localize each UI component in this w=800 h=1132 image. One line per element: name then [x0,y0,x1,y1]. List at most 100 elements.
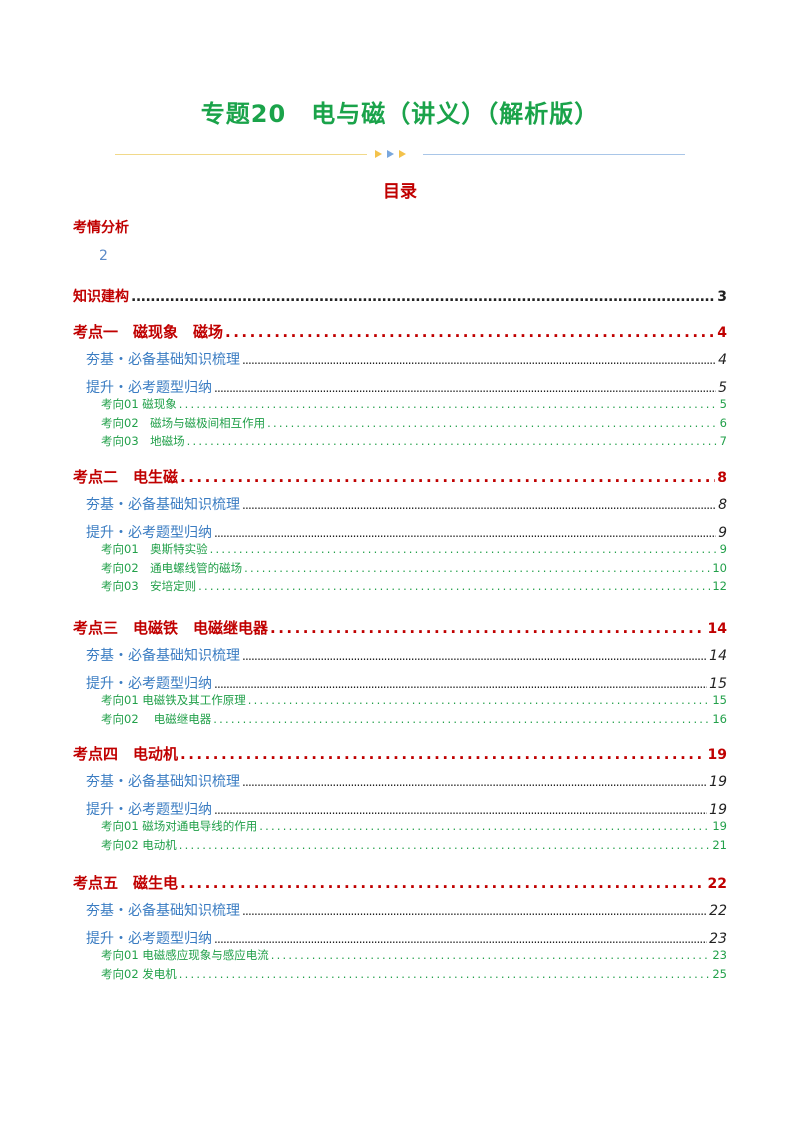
toc-section-3[interactable]: 考点三 电磁铁 电磁继电器 14 [73,617,727,639]
toc-entry-label: 提升・必考题型归纳 [86,931,212,947]
toc-entry-page: 10 [712,560,727,575]
toc-entry-label: 提升・必考题型归纳 [86,380,212,396]
toc-entry-item[interactable]: 考向02 通电螺线管的磁场 10 [101,560,727,577]
toc-entry-label: 考向01 奥斯特实验 [101,542,208,556]
dot-leader [244,561,710,575]
toc-entry-page: 21 [712,837,727,852]
toc-entry-item[interactable]: 考向02 电动机 21 [101,837,727,854]
toc-entry-label: 考点五 磁生电 [73,874,179,892]
toc-entry-page: 14 [709,648,727,664]
toc-entry-page: 9 [719,542,727,556]
toc-entry-item[interactable]: 考向01 奥斯特实验 9 [101,541,727,558]
dot-leader [213,712,710,726]
dot-leader [248,693,711,707]
toc-entry-label: 考向02 磁场与磁极间相互作用 [101,415,266,430]
toc-entry-page: 19 [707,747,727,763]
dot-leader [242,498,716,512]
toc-entry-label: 夯基・必备基础知识梳理 [86,774,240,790]
toc-entry-page: 19 [712,819,727,833]
toc-entry-label: 考点二 电生磁 [73,468,179,486]
toc-entry-label: 考向02 电磁继电器 [101,711,212,726]
toc-entry-item[interactable]: 考向01 磁现象 5 [101,396,727,413]
toc-entry-item[interactable]: 考向02 电磁继电器 16 [101,711,727,728]
toc-entry-label: 考点四 电动机 [73,745,179,763]
toc-entry-label: 考点三 电磁铁 电磁继电器 [73,619,269,637]
toc-entry-label: 考向02 电动机 [101,837,177,852]
toc-entry-label: 夯基・必备基础知识梳理 [86,648,240,664]
toc-entry-improve[interactable]: 提升・必考题型归纳 15 [86,673,727,693]
toc-entry-item[interactable]: 考向02 磁场与磁极间相互作用 6 [101,415,727,432]
toc-entry-improve[interactable]: 提升・必考题型归纳 19 [86,799,727,819]
dot-leader [180,874,706,892]
toc-entry-basics[interactable]: 夯基・必备基础知识梳理 4 [86,349,727,369]
toc-entry-page: 25 [712,966,727,981]
dot-leader [214,526,716,540]
dot-leader [259,819,710,833]
toc-entry-analysis[interactable]: 考情分析 [73,220,129,236]
toc-entry-label: 考向02 通电螺线管的磁场 [101,560,243,575]
dot-leader [225,323,715,341]
toc-entry-label: 考向01 磁现象 [101,397,177,411]
toc-entry-item[interactable]: 考向01 磁场对通电导线的作用 19 [101,818,727,835]
toc-entry-basics[interactable]: 夯基・必备基础知识梳理 19 [86,771,727,791]
toc-entry-page: 4 [717,325,727,341]
toc-entry-label: 知识建构 [73,289,129,305]
dot-leader [214,381,716,395]
toc-entry-label: 考向01 磁场对通电导线的作用 [101,819,258,833]
toc-entry-item[interactable]: 考向01 电磁铁及其工作原理 15 [101,692,727,709]
toc-entry-item[interactable]: 考向01 电磁感应现象与感应电流 23 [101,947,727,964]
toc-entry-page: 3 [717,289,727,305]
toc-entry-page: 6 [719,415,727,430]
toc-entry-knowledge[interactable]: 知识建构 3 [73,286,727,306]
toc-section-5[interactable]: 考点五 磁生电 22 [73,872,727,894]
toc-entry-item[interactable]: 考向02 发电机 25 [101,966,727,983]
dot-leader [180,745,706,763]
toc-entry-label: 考向03 安培定则 [101,579,197,593]
dot-leader [214,932,707,946]
toc-entry-label: 提升・必考题型归纳 [86,676,212,692]
toc-entry-page: 16 [712,711,727,726]
toc-entry-improve[interactable]: 提升・必考题型归纳 5 [86,377,727,397]
toc-entry-improve[interactable]: 提升・必考题型归纳 9 [86,522,727,542]
toc-section-2[interactable]: 考点二 电生磁 8 [73,466,727,488]
toc-section-1[interactable]: 考点一 磁现象 磁场 4 [73,321,727,343]
toc-entry-basics[interactable]: 夯基・必备基础知识梳理 22 [86,900,727,920]
toc-section-4[interactable]: 考点四 电动机 19 [73,743,727,765]
toc-entry-page: 15 [709,676,727,692]
toc-entry-page: 9 [718,525,727,541]
toc-entry-label: 提升・必考题型归纳 [86,802,212,818]
title-divider [115,148,685,160]
toc-entry-label: 夯基・必备基础知识梳理 [86,352,240,368]
dot-leader [242,904,707,918]
dot-leader [214,677,707,691]
dot-leader [267,416,718,430]
dot-leader [210,542,718,556]
dot-leader [187,434,718,448]
toc-entry-label: 提升・必考题型归纳 [86,525,212,541]
toc-entry-label: 考向02 发电机 [101,966,177,981]
toc-entry-item[interactable]: 考向03 地磁场 7 [101,433,727,450]
toc-entry-page: 5 [718,380,727,396]
dot-leader [179,397,718,411]
dot-leader [271,948,711,962]
toc-entry-page: 4 [718,352,727,368]
dot-leader [242,649,707,663]
toc-entry-page: 23 [712,948,727,962]
toc-entry-page: 14 [707,621,727,637]
toc-entry-label: 考向01 电磁感应现象与感应电流 [101,948,269,962]
toc-entry-page: 22 [707,876,727,892]
dot-leader [242,775,707,789]
toc-entry-label: 考向03 地磁场 [101,434,185,448]
toc-entry-item[interactable]: 考向03 安培定则 12 [101,578,727,595]
toc-entry-basics[interactable]: 夯基・必备基础知识梳理 14 [86,645,727,665]
toc-entry-basics[interactable]: 夯基・必备基础知识梳理 8 [86,494,727,514]
dot-leader [131,289,715,305]
toc-entry-page: 5 [719,397,727,411]
toc-entry-page: 8 [718,497,727,513]
toc-entry-page: 15 [712,693,727,707]
toc-entry-page: 8 [717,470,727,486]
toc-entry-improve[interactable]: 提升・必考题型归纳 23 [86,928,727,948]
dot-leader [214,803,707,817]
toc-heading: 目录 [383,182,417,202]
dot-leader [270,619,706,637]
